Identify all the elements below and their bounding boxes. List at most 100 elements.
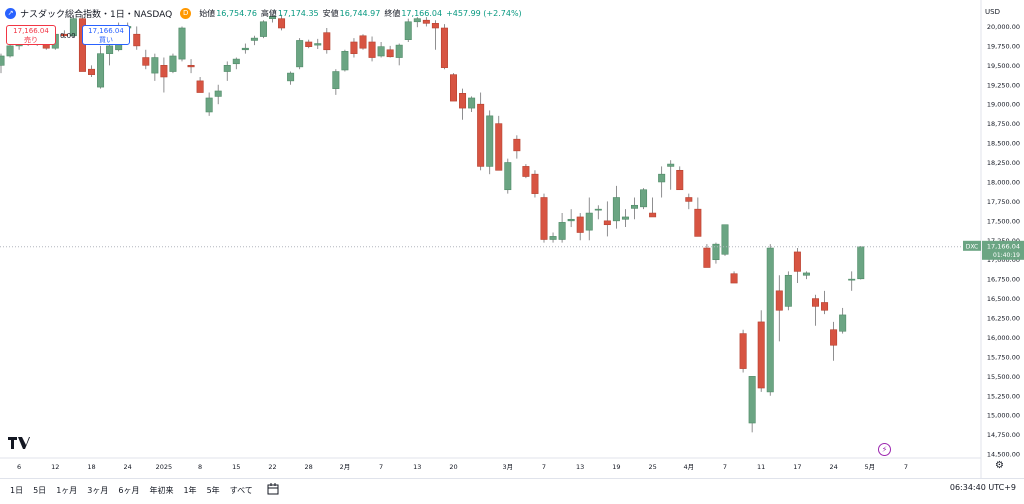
candle <box>459 88 467 120</box>
candle-body <box>60 33 68 37</box>
gear-icon[interactable]: ⚙ <box>995 460 1004 471</box>
candle-body <box>205 97 213 113</box>
candle <box>848 271 856 291</box>
candle <box>368 36 376 62</box>
candle-body <box>558 222 566 240</box>
candle-body <box>0 55 5 66</box>
symbol-logo-icon[interactable]: ↗ <box>5 7 16 19</box>
time-tick-label: 13 <box>576 463 584 471</box>
candle-body <box>323 32 331 51</box>
candle <box>640 188 648 210</box>
currency-selector[interactable]: USD <box>985 8 1000 16</box>
candle <box>205 92 213 116</box>
buy-button[interactable]: 17,166.04 買い <box>82 25 130 45</box>
candle <box>386 45 394 58</box>
candle-body <box>495 123 503 171</box>
candle-body <box>449 74 457 102</box>
range-1y[interactable]: 1年 <box>183 485 197 495</box>
candle-body <box>468 97 476 109</box>
candle <box>305 39 313 49</box>
range-1d[interactable]: 1日 <box>10 485 24 495</box>
candle <box>97 45 105 89</box>
candle <box>567 209 575 228</box>
tag-label-bg <box>963 240 981 251</box>
candle-body <box>811 298 819 307</box>
range-ytd[interactable]: 年初来 <box>149 485 174 495</box>
price-tick-label: 18,250.00 <box>987 159 1020 167</box>
sell-button[interactable]: 17,166.04 売り <box>6 25 56 45</box>
candle-body <box>612 197 620 222</box>
price-tick-label: 19,750.00 <box>987 42 1020 50</box>
range-6m[interactable]: 6ヶ月 <box>118 485 140 495</box>
candle-body <box>133 33 141 47</box>
candle <box>142 49 150 70</box>
tag-countdown: 01:40:19 <box>993 252 1020 259</box>
candle-body <box>721 224 729 255</box>
candle-body <box>287 72 295 82</box>
close-label: 終値 <box>384 8 401 18</box>
candle <box>784 271 792 311</box>
candle-body <box>223 65 231 72</box>
time-tick-label: 7 <box>542 463 546 471</box>
candle <box>106 43 114 66</box>
candle <box>830 321 838 361</box>
candle-body <box>259 21 267 37</box>
tag-value: 17,166.04 <box>987 242 1020 250</box>
candle <box>513 135 521 159</box>
candle <box>178 26 186 62</box>
calendar-icon[interactable] <box>267 482 279 498</box>
candle <box>703 244 711 268</box>
candle-body <box>658 173 666 183</box>
candle <box>69 14 77 38</box>
candle <box>404 18 412 42</box>
chart-header: ↗ ナスダック総合指数・1日・NASDAQ D 始値16,754.76 高値17… <box>5 5 522 21</box>
candle-body <box>314 43 322 46</box>
candle <box>259 20 267 39</box>
symbol-title[interactable]: ナスダック総合指数・1日・NASDAQ <box>20 9 173 20</box>
candle-body <box>630 204 638 209</box>
time-tick-label: 11 <box>757 463 765 471</box>
candle-body <box>585 212 593 231</box>
time-tick-label: 5月 <box>864 463 875 471</box>
price-tick-label: 17,750.00 <box>987 198 1020 206</box>
candle <box>802 271 810 280</box>
candle <box>630 197 638 220</box>
candle-body <box>784 274 792 307</box>
candle <box>413 17 421 28</box>
delay-badge[interactable]: D <box>180 7 192 19</box>
range-3m[interactable]: 3ヶ月 <box>87 485 109 495</box>
candle-body <box>730 273 738 284</box>
candle-body <box>214 90 222 97</box>
candle-body <box>422 19 430 24</box>
candle <box>540 193 548 243</box>
candle-body <box>549 236 557 240</box>
time-tick-label: 4月 <box>683 463 694 471</box>
candle-body <box>160 65 168 78</box>
price-tick-label: 15,500.00 <box>987 373 1020 381</box>
tradingview-logo-icon[interactable] <box>8 437 30 452</box>
candle-body <box>78 18 86 72</box>
price-tick-label: 19,500.00 <box>987 62 1020 70</box>
candle <box>449 73 457 102</box>
change-value: +457.99 (+2.74%) <box>446 8 522 18</box>
time-tick-label: 8 <box>198 463 202 471</box>
candle-body <box>775 290 783 311</box>
time-tick-label: 3月 <box>502 463 513 471</box>
candle-body <box>250 37 258 41</box>
candle <box>585 197 593 241</box>
candle-body <box>404 21 412 40</box>
candle <box>658 166 666 198</box>
price-tick-label: 16,000.00 <box>987 334 1020 342</box>
range-all[interactable]: すべて <box>229 485 253 495</box>
candle-body <box>712 243 720 261</box>
range-5d[interactable]: 5日 <box>33 485 47 495</box>
range-1m[interactable]: 1ヶ月 <box>56 485 78 495</box>
flash-icon[interactable]: ⚡ <box>878 443 891 456</box>
range-5y[interactable]: 5年 <box>206 485 220 495</box>
candle <box>549 232 557 243</box>
candle <box>422 17 430 27</box>
time-tick-label: 7 <box>904 463 908 471</box>
candle <box>440 24 448 70</box>
candle-body <box>649 212 657 218</box>
